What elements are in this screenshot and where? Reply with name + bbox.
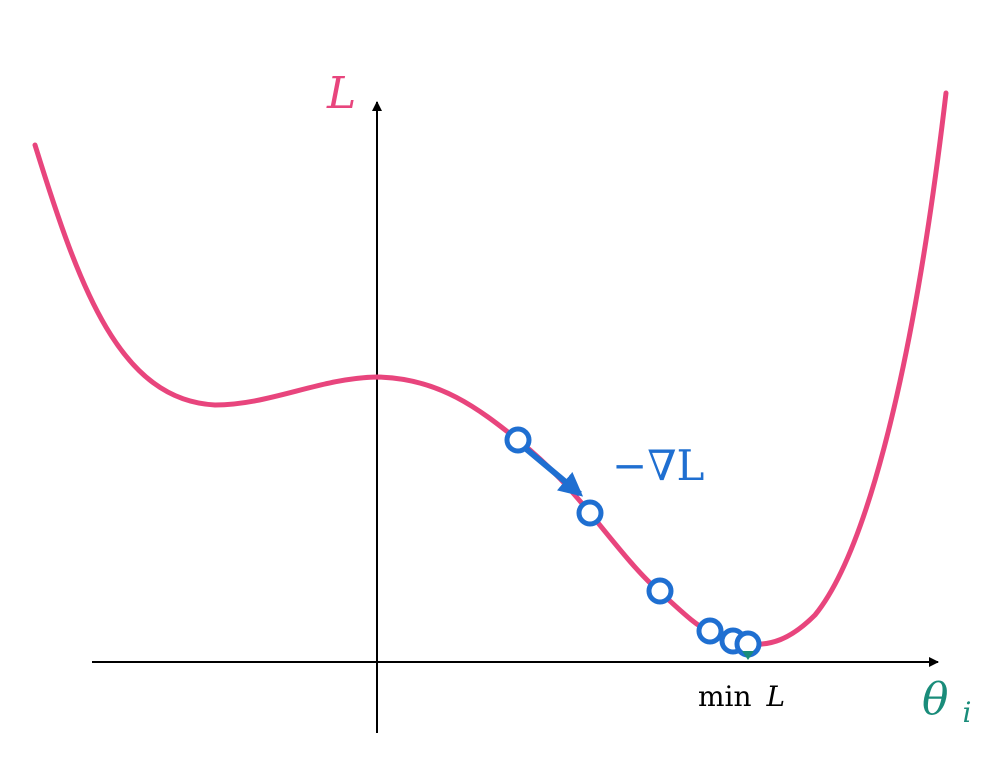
minimum-label: min L bbox=[698, 680, 785, 713]
y-axis-label: L bbox=[326, 68, 356, 119]
descent-markers bbox=[504, 426, 762, 658]
gradient-label: −∇L bbox=[612, 441, 704, 490]
loss-curve bbox=[32, 90, 949, 647]
descent-step-marker bbox=[646, 577, 674, 605]
minimum-tick-icon bbox=[742, 651, 754, 660]
x-axis-label: θ i bbox=[922, 674, 971, 729]
descent-step-marker bbox=[576, 499, 604, 527]
x-axis-label-subscript: i bbox=[963, 696, 972, 729]
minimum-label-function: min bbox=[698, 680, 752, 713]
minimum-label-variable: L bbox=[765, 680, 785, 713]
descent-step-marker bbox=[696, 617, 724, 645]
descent-step-marker bbox=[504, 426, 532, 454]
gradient-arrow-icon bbox=[523, 445, 584, 497]
x-axis-label-main: θ bbox=[922, 674, 949, 725]
